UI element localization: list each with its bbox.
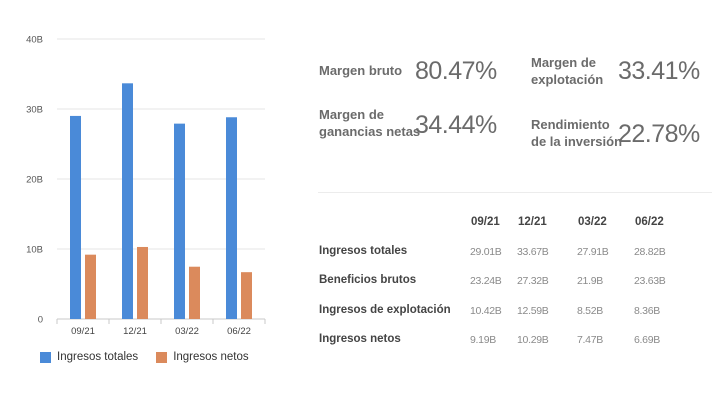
bar-ingresos-netos — [85, 254, 96, 319]
chart-canvas: 0 10B 20B 30B 40B 09/21 12/21 03/22 06/22 — [26, 35, 266, 337]
table-cell: 6.69B — [634, 334, 660, 346]
metric-label-line: ganancias netas — [319, 124, 421, 139]
y-tick-label: 20B — [26, 175, 43, 186]
y-tick-label: 30B — [26, 105, 43, 116]
metric-value-rendimiento-inversion: 22.78% — [618, 120, 700, 148]
bar-ingresos-totales — [122, 83, 133, 319]
bar-ingresos-totales — [70, 115, 81, 320]
x-tick-label: 09/21 — [71, 326, 95, 337]
table-cell: 23.63B — [634, 275, 666, 287]
metric-value-margen-explotacion: 33.41% — [618, 57, 700, 85]
table-cell: 8.36B — [634, 305, 660, 317]
table-header-06-22: 06/22 — [635, 216, 664, 228]
table-row-label: Ingresos totales — [319, 245, 408, 257]
section-divider — [318, 192, 712, 193]
x-tick-label: 12/21 — [123, 326, 147, 337]
chart-legend: Ingresos totales Ingresos netos — [40, 351, 267, 363]
metric-label-margen-bruto: Margen bruto — [319, 62, 402, 79]
legend-swatch-ingresos-netos — [156, 351, 168, 363]
metric-label-line: explotación — [531, 72, 604, 87]
metric-label-rendimiento-inversion: Rendimiento de la inversión — [531, 116, 622, 150]
table-cell: 27.91B — [577, 246, 609, 258]
table-row-label: Beneficios brutos — [319, 274, 417, 286]
legend-item-ingresos-totales[interactable]: Ingresos totales — [40, 351, 138, 363]
bar-ingresos-netos — [189, 266, 200, 319]
table-cell: 12.59B — [517, 305, 549, 317]
table-row-label: Ingresos netos — [319, 333, 401, 345]
metric-label-margen-explotacion: Margen de explotación — [531, 54, 603, 88]
bar-ingresos-totales — [226, 117, 237, 319]
legend-label-ingresos-totales: Ingresos totales — [57, 351, 139, 363]
metric-label-line: Margen de — [319, 107, 385, 122]
table-cell: 23.24B — [470, 275, 502, 287]
table-cell: 29.01B — [470, 246, 502, 258]
table-header-03-22: 03/22 — [578, 216, 607, 228]
table-header-09-21: 09/21 — [471, 216, 500, 228]
metric-label-line: Margen bruto — [319, 63, 403, 78]
metric-value-margen-ganancias-netas: 34.44% — [415, 111, 497, 139]
table-cell: 21.9B — [577, 275, 603, 287]
y-tick-label: 0 — [38, 315, 43, 326]
legend-swatch-ingresos-totales — [40, 351, 51, 363]
table-cell: 10.42B — [470, 305, 502, 317]
table-cell: 28.82B — [634, 246, 666, 258]
legend-label-ingresos-netos: Ingresos netos — [173, 351, 249, 363]
table-cell: 8.52B — [577, 305, 603, 317]
metric-label-line: de la inversión — [531, 134, 623, 149]
bar-ingresos-netos — [137, 246, 148, 319]
table-header-12-21: 12/21 — [518, 216, 547, 228]
bar-ingresos-netos — [241, 272, 252, 319]
legend-item-ingresos-netos[interactable]: Ingresos netos — [156, 351, 249, 363]
table-cell: 33.67B — [517, 246, 549, 258]
table-row-label: Ingresos de explotación — [319, 304, 451, 316]
metric-value-margen-bruto: 80.47% — [415, 57, 497, 85]
metric-label-line: Margen de — [531, 55, 597, 70]
x-tick-label: 03/22 — [175, 326, 199, 337]
y-tick-label: 10B — [26, 245, 43, 256]
table-cell: 10.29B — [517, 334, 549, 346]
metric-label-margen-ganancias-netas: Margen de ganancias netas — [319, 106, 420, 140]
x-tick-label: 06/22 — [227, 326, 251, 337]
metric-label-line: Rendimiento — [531, 117, 610, 132]
y-tick-label: 40B — [26, 35, 43, 46]
table-cell: 7.47B — [577, 334, 603, 346]
table-cell: 27.32B — [517, 275, 549, 287]
bar-ingresos-totales — [174, 123, 185, 319]
bar-chart: 0 10B 20B 30B 40B 09/21 12/21 03/22 06/22 Ingres… — [0, 0, 290, 403]
table-cell: 9.19B — [470, 334, 496, 346]
